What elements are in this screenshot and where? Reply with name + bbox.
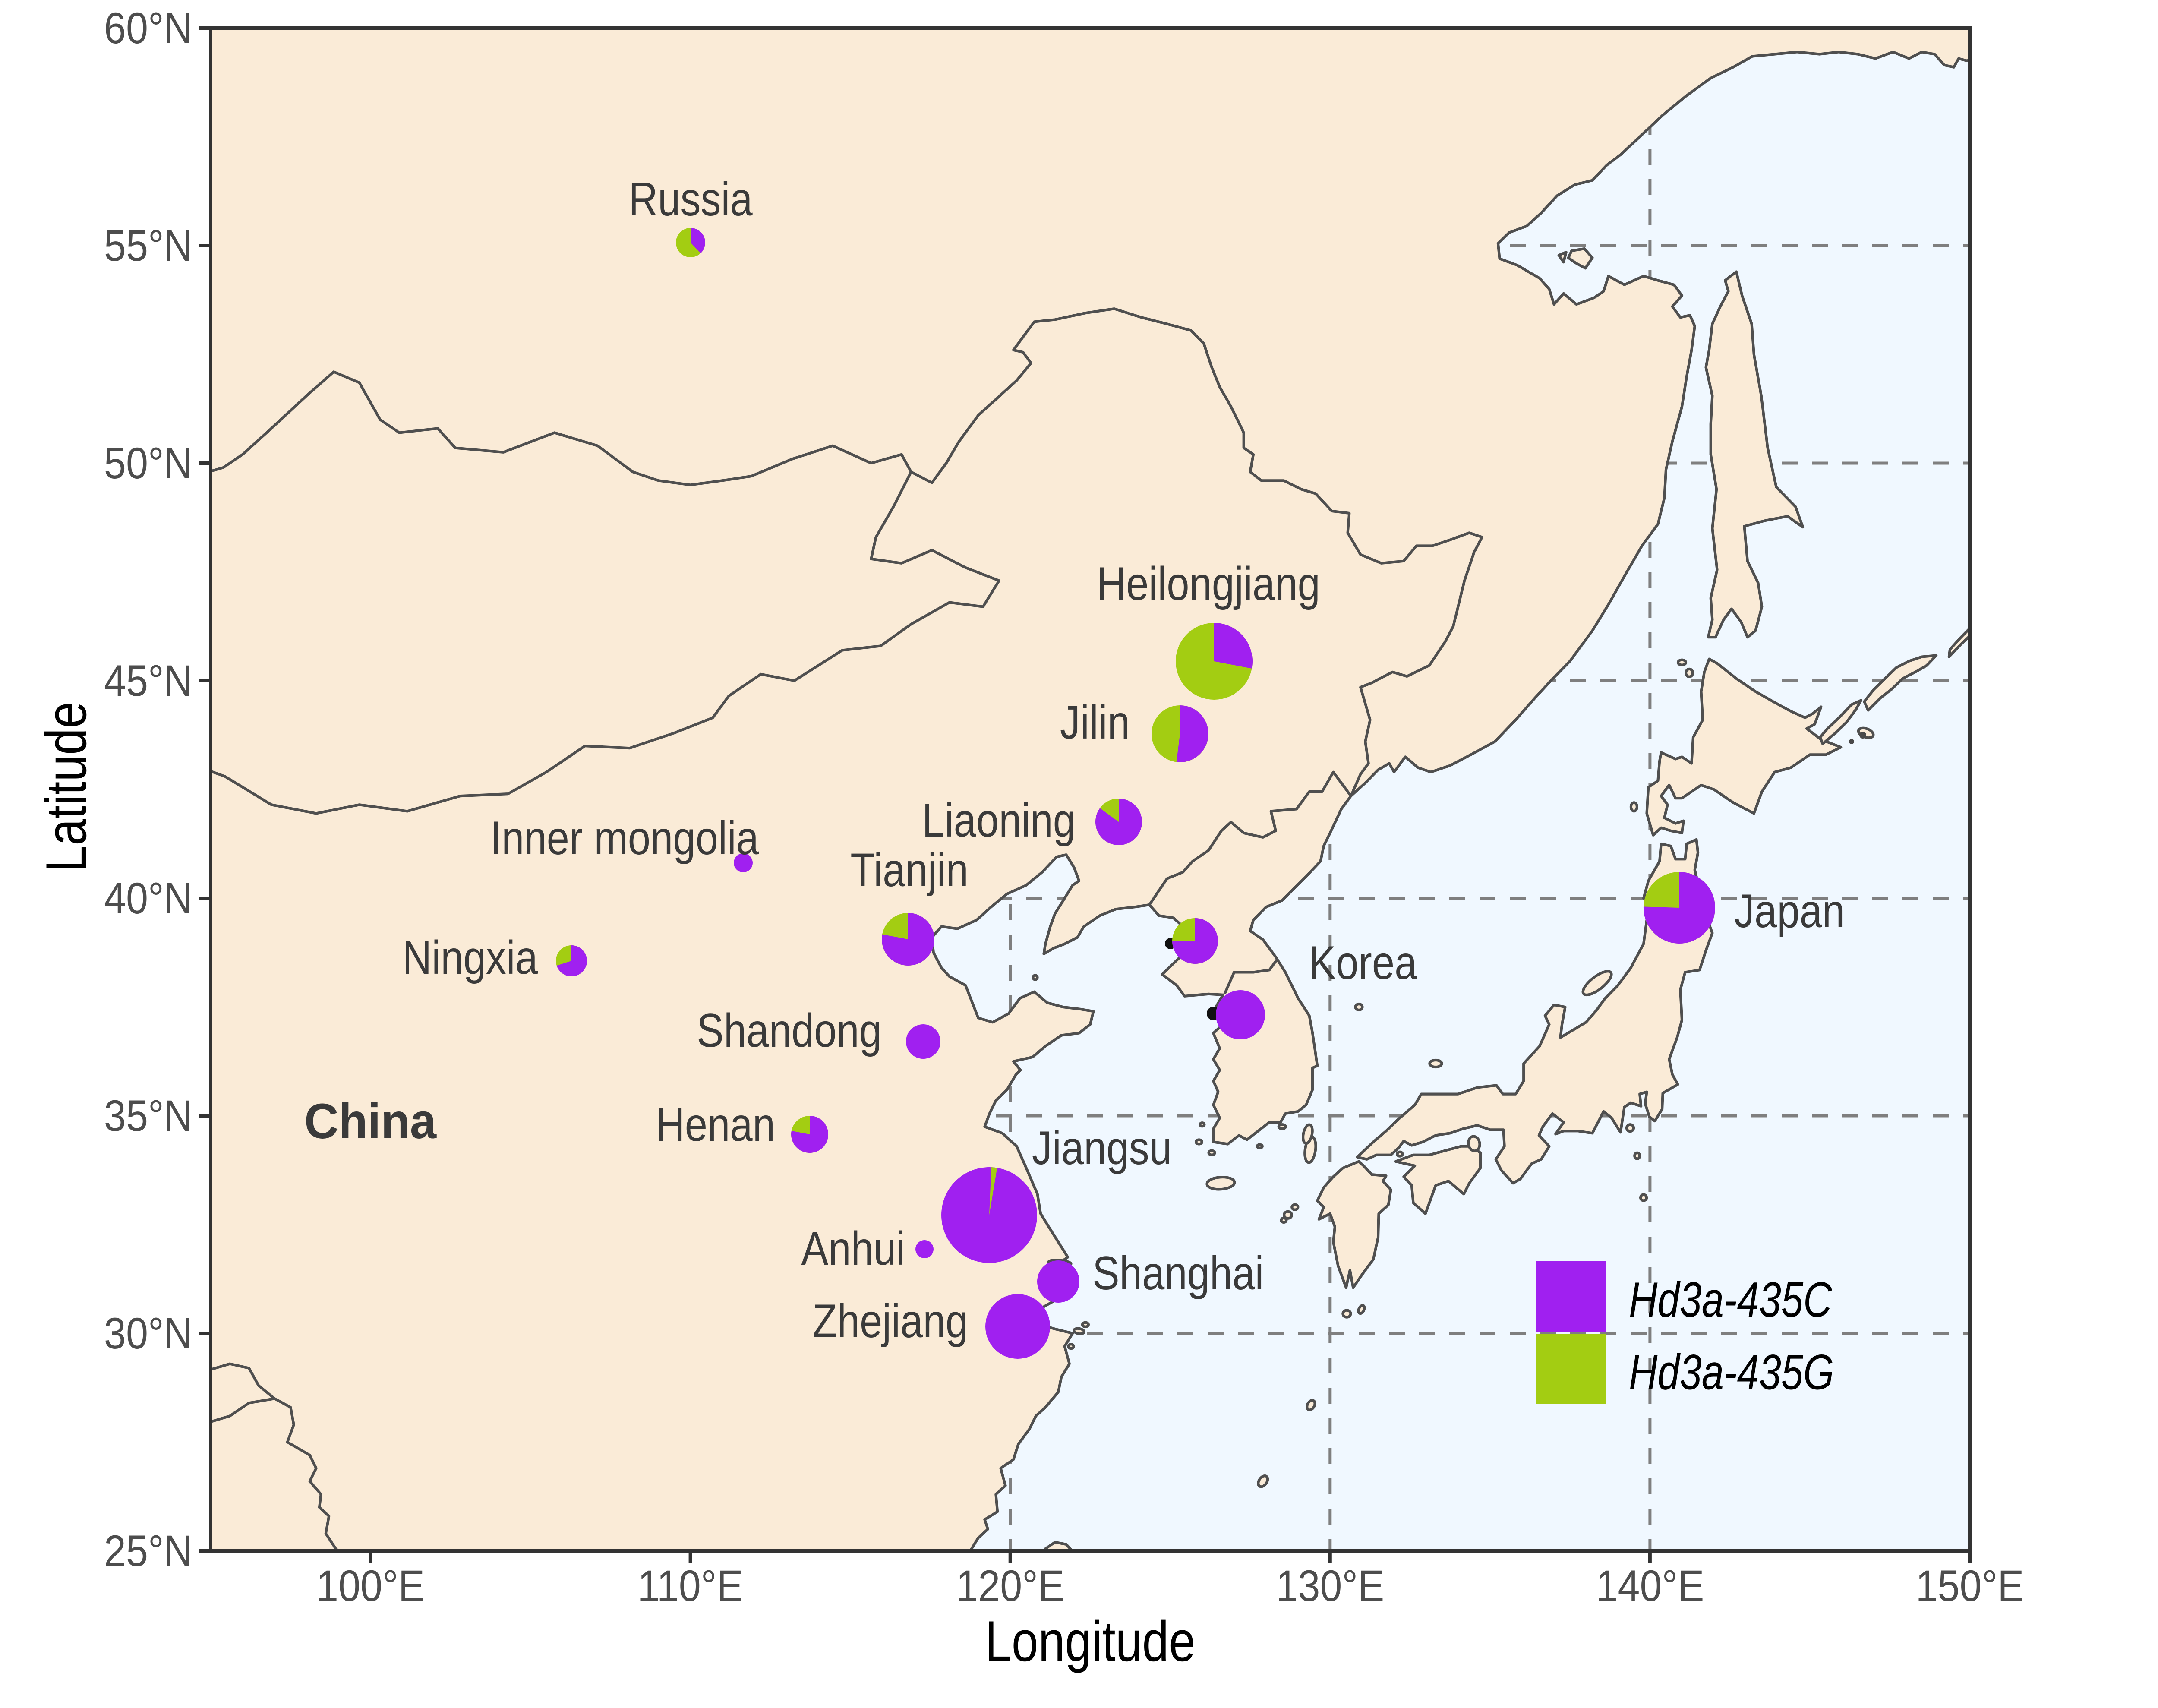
svg-text:Hd3a-435G: Hd3a-435G xyxy=(1629,1345,1834,1400)
svg-text:35°N: 35°N xyxy=(104,1091,192,1141)
svg-text:40°N: 40°N xyxy=(104,874,192,923)
svg-text:Shanghai: Shanghai xyxy=(1092,1246,1264,1300)
svg-text:Jilin: Jilin xyxy=(1060,695,1130,749)
svg-text:Russia: Russia xyxy=(628,172,753,226)
svg-text:60°N: 60°N xyxy=(104,3,192,53)
svg-text:Korea: Korea xyxy=(1309,936,1417,989)
svg-text:140°E: 140°E xyxy=(1596,1561,1704,1610)
svg-text:25°N: 25°N xyxy=(104,1526,192,1576)
svg-text:Japan: Japan xyxy=(1734,884,1845,938)
svg-text:Latitude: Latitude xyxy=(34,701,98,872)
svg-text:Anhui: Anhui xyxy=(801,1222,905,1275)
svg-text:45°N: 45°N xyxy=(104,656,192,706)
svg-text:Inner mongolia: Inner mongolia xyxy=(490,811,759,865)
svg-text:Jiangsu: Jiangsu xyxy=(1032,1121,1172,1174)
svg-text:Shandong: Shandong xyxy=(697,1004,882,1057)
svg-text:50°N: 50°N xyxy=(104,439,192,488)
svg-text:130°E: 130°E xyxy=(1276,1561,1384,1610)
svg-text:Zhejiang: Zhejiang xyxy=(812,1294,968,1348)
svg-text:Longitude: Longitude xyxy=(985,1609,1196,1673)
svg-text:110°E: 110°E xyxy=(637,1561,743,1610)
svg-text:120°E: 120°E xyxy=(956,1561,1064,1610)
svg-text:Hd3a-435C: Hd3a-435C xyxy=(1629,1272,1832,1328)
svg-text:Liaoning: Liaoning xyxy=(922,793,1076,847)
svg-text:30°N: 30°N xyxy=(104,1309,192,1358)
svg-text:Ningxia: Ningxia xyxy=(402,931,538,984)
svg-text:150°E: 150°E xyxy=(1915,1561,2024,1610)
svg-text:Henan: Henan xyxy=(656,1098,775,1151)
svg-text:Heilongjiang: Heilongjiang xyxy=(1097,557,1320,610)
svg-text:Tianjin: Tianjin xyxy=(850,843,969,897)
svg-text:100°E: 100°E xyxy=(316,1561,425,1610)
svg-text:China: China xyxy=(304,1093,437,1149)
svg-text:55°N: 55°N xyxy=(104,221,192,271)
